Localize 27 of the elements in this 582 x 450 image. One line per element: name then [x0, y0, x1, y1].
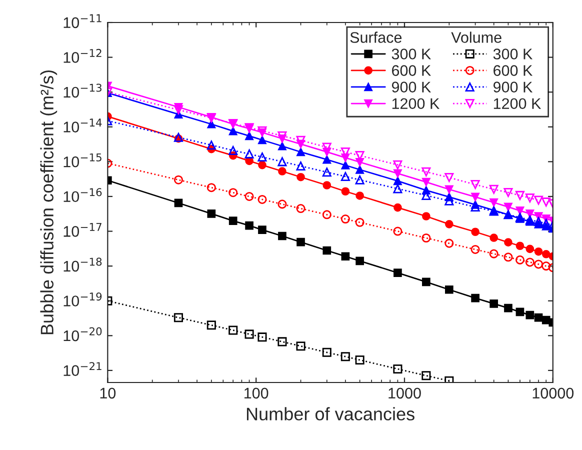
annotation: Surface	[350, 32, 402, 43]
x-tick-label: 100	[244, 388, 268, 399]
x-axis-title: Number of vacancies	[246, 407, 414, 420]
y-tick-label: 10$^{−12}$	[64, 48, 102, 63]
y-tick-label: 10$^{−14}$	[64, 118, 102, 132]
y-tick-label: 10$^{−15}$	[64, 153, 102, 168]
legend-label: 600 K	[494, 65, 533, 76]
y-tick-label: 10$^{−11}$	[64, 14, 102, 28]
legend-label: 600 K	[392, 65, 431, 76]
legend-label: 1200 K	[494, 98, 542, 110]
x-tick-label: 10000	[532, 388, 574, 399]
y-tick-label: 10$^{−17}$	[64, 223, 102, 237]
annotation: Volume	[451, 32, 502, 43]
y-tick-label: 10$^{−18}$	[64, 258, 102, 272]
x-tick-label: 10	[100, 388, 116, 399]
y-axis-title: Bubble diffusion coefficient (m²/s)	[40, 70, 58, 334]
legend-label: 900 K	[493, 82, 533, 92]
legend-label: 1200 K	[392, 98, 440, 110]
y-tick-label: 10$^{−19}$	[64, 292, 102, 306]
y-tick-label: 10$^{−21}$	[64, 362, 102, 376]
x-tick-label: 1000	[388, 388, 421, 399]
legend-label: 300 K	[392, 48, 431, 60]
legend-label: 900 K	[392, 82, 431, 92]
legend-label: 300 K	[493, 48, 533, 60]
y-tick-label: 10$^{−16}$	[64, 188, 102, 202]
y-tick-label: 10$^{−20}$	[64, 327, 102, 342]
y-tick-label: 10$^{−13}$	[64, 84, 102, 98]
